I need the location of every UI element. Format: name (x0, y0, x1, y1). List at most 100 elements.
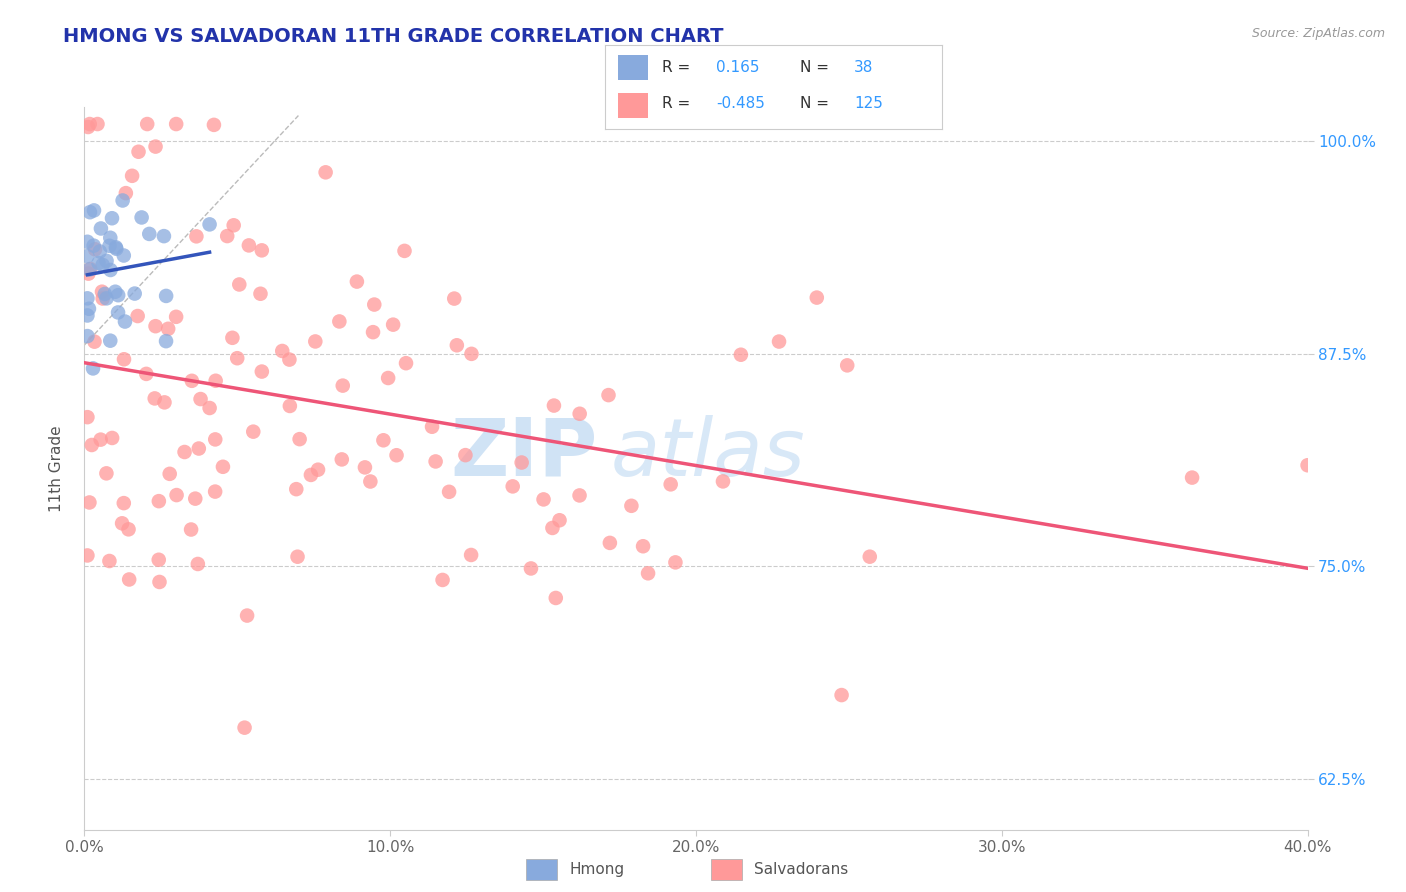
Point (373, 434, 395, 448)
Point (143, 392, 166, 406)
Point (346, 275, 368, 289)
Point (159, 467, 181, 481)
Point (76, 549, 98, 563)
Point (76, 309, 98, 323)
Point (1181, 470, 1204, 484)
Text: Hmong: Hmong (569, 863, 624, 877)
Point (859, 549, 882, 564)
Bar (711, 859, 742, 880)
Point (443, 292, 465, 306)
Point (165, 117, 187, 131)
Y-axis label: 11th Grade: 11th Grade (49, 425, 63, 512)
Text: atlas: atlas (610, 415, 806, 493)
Point (91, 292, 114, 306)
Point (1296, 458, 1319, 473)
Point (111, 516, 134, 531)
Point (198, 401, 221, 415)
Point (437, 484, 460, 499)
Point (173, 445, 195, 459)
Point (98, 239, 121, 253)
Bar (619, 93, 648, 119)
Point (100, 263, 122, 277)
Point (79, 495, 101, 509)
Point (598, 388, 620, 402)
Point (186, 229, 208, 244)
Point (361, 325, 384, 339)
Point (83, 334, 105, 349)
Point (136, 117, 159, 131)
Point (105, 242, 128, 256)
Point (145, 139, 167, 153)
Text: ZIP: ZIP (451, 415, 598, 493)
Point (148, 553, 170, 567)
Point (460, 347, 482, 361)
Point (637, 566, 659, 581)
Point (166, 488, 188, 502)
Point (454, 448, 477, 462)
Point (118, 573, 141, 587)
Text: 38: 38 (855, 60, 873, 75)
Point (91, 258, 114, 272)
Point (541, 521, 564, 535)
Point (79, 117, 101, 131)
Point (198, 218, 221, 232)
Text: HMONG VS SALVADORAN 11TH GRADE CORRELATION CHART: HMONG VS SALVADORAN 11TH GRADE CORRELATI… (63, 27, 724, 45)
Point (104, 240, 127, 254)
Point (79, 205, 101, 219)
Point (148, 574, 170, 589)
Point (153, 395, 176, 409)
Point (226, 351, 249, 366)
Point (112, 496, 135, 510)
Point (768, 334, 790, 349)
Point (111, 194, 134, 208)
Point (117, 522, 139, 536)
Point (278, 399, 301, 413)
Point (82, 361, 104, 376)
Point (620, 499, 643, 513)
Point (212, 459, 235, 474)
Point (76, 329, 98, 343)
Point (217, 229, 239, 244)
Point (89, 244, 111, 259)
Point (711, 475, 734, 489)
Point (153, 229, 176, 244)
Point (385, 448, 408, 462)
Point (114, 314, 136, 328)
Point (79, 262, 101, 277)
Point (190, 392, 212, 406)
Point (80, 438, 103, 452)
Point (180, 374, 202, 388)
Point (91, 285, 114, 299)
Point (77, 301, 100, 316)
Point (236, 608, 259, 623)
Point (96, 253, 118, 268)
Point (145, 319, 167, 334)
Point (304, 334, 326, 349)
Point (278, 352, 301, 367)
Point (135, 367, 157, 381)
Point (87, 256, 110, 270)
Text: Source: ZipAtlas.com: Source: ZipAtlas.com (1251, 27, 1385, 40)
Point (328, 314, 350, 328)
Point (315, 165, 337, 179)
Point (155, 334, 177, 348)
Point (187, 442, 209, 456)
Point (446, 338, 468, 352)
Point (242, 425, 264, 439)
Point (249, 286, 271, 301)
Point (544, 591, 567, 605)
Point (382, 318, 405, 332)
Point (83, 238, 105, 252)
Point (299, 467, 322, 482)
Point (107, 305, 129, 319)
Point (222, 219, 245, 233)
Text: R =: R = (662, 96, 690, 112)
Point (568, 407, 591, 421)
Text: -0.485: -0.485 (716, 96, 765, 112)
Point (221, 331, 243, 345)
Point (76, 410, 98, 425)
Point (90, 433, 112, 447)
Bar (619, 54, 648, 80)
Point (131, 211, 153, 225)
Point (271, 343, 294, 358)
